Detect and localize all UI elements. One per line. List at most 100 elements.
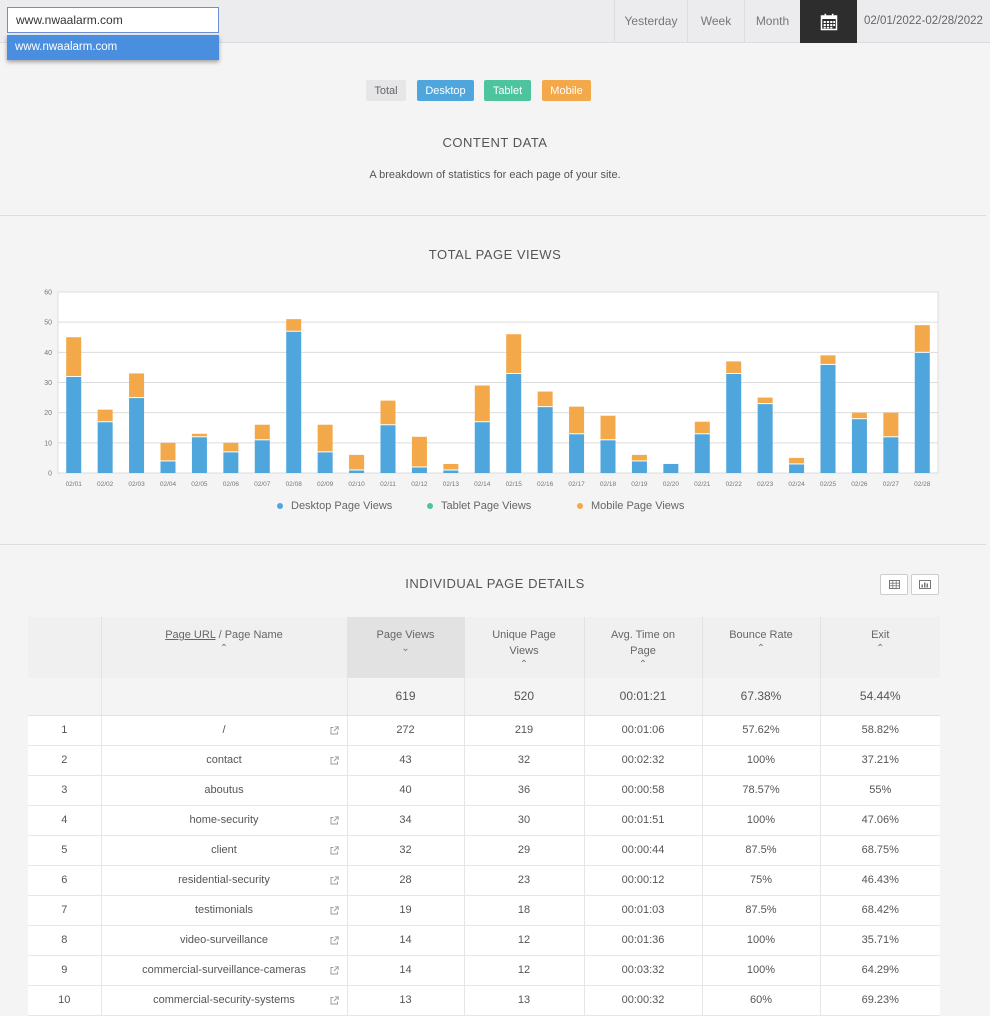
bar-segment[interactable] bbox=[474, 421, 490, 473]
table-view-button[interactable] bbox=[880, 574, 908, 595]
page-url-cell[interactable]: video-surveillance bbox=[101, 925, 348, 956]
legend-tablet[interactable]: Tablet Page Views bbox=[427, 500, 531, 512]
external-link-icon[interactable] bbox=[330, 755, 339, 765]
sort-up-icon[interactable]: ⌃ bbox=[876, 643, 885, 654]
external-link-icon[interactable] bbox=[330, 965, 339, 975]
page-url[interactable]: commercial-security-systems bbox=[153, 994, 295, 1006]
col-unique-header[interactable]: Unique Page Views ⌃ bbox=[464, 617, 585, 678]
bar-segment[interactable] bbox=[694, 433, 710, 473]
bar-segment[interactable] bbox=[254, 424, 270, 440]
page-url-cell[interactable]: home-security bbox=[101, 805, 348, 836]
bar-segment[interactable] bbox=[317, 451, 333, 473]
page-url[interactable]: home-security bbox=[189, 814, 259, 826]
bar-segment[interactable] bbox=[443, 463, 459, 470]
bar-segment[interactable] bbox=[286, 331, 302, 473]
bar-segment[interactable] bbox=[506, 334, 522, 374]
legend-desktop[interactable]: Desktop Page Views bbox=[277, 500, 392, 512]
external-link-icon[interactable] bbox=[330, 845, 339, 855]
page-url[interactable]: / bbox=[222, 724, 226, 736]
bar-segment[interactable] bbox=[914, 325, 930, 353]
bar-segment[interactable] bbox=[851, 418, 867, 473]
bar-segment[interactable] bbox=[726, 361, 742, 374]
bar-segment[interactable] bbox=[443, 469, 459, 473]
col-bounce-header[interactable]: Bounce Rate ⌃ bbox=[702, 617, 821, 678]
legend-mobile[interactable]: Mobile Page Views bbox=[577, 500, 684, 512]
site-select[interactable]: www.nwaalarm.com bbox=[7, 7, 219, 33]
bar-segment[interactable] bbox=[569, 433, 585, 473]
bar-segment[interactable] bbox=[820, 355, 836, 365]
bar-segment[interactable] bbox=[694, 421, 710, 434]
page-url[interactable]: testimonials bbox=[194, 904, 254, 916]
page-url-cell[interactable]: aboutus bbox=[101, 775, 348, 806]
calendar-button[interactable] bbox=[800, 0, 857, 43]
bar-segment[interactable] bbox=[569, 406, 585, 434]
bar-segment[interactable] bbox=[820, 364, 836, 473]
page-url-cell[interactable]: commercial-surveillance-cameras bbox=[101, 955, 348, 986]
bar-segment[interactable] bbox=[380, 424, 396, 473]
bar-segment[interactable] bbox=[191, 433, 207, 437]
col-views-header[interactable]: Page Views ⌄ bbox=[347, 617, 465, 678]
bar-segment[interactable] bbox=[160, 442, 176, 461]
bar-segment[interactable] bbox=[757, 403, 773, 473]
bar-segment[interactable] bbox=[851, 412, 867, 419]
bar-segment[interactable] bbox=[914, 352, 930, 473]
bar-segment[interactable] bbox=[631, 460, 647, 473]
sort-up-icon[interactable]: ⌃ bbox=[219, 643, 229, 654]
bar-segment[interactable] bbox=[66, 337, 82, 377]
date-range-label[interactable]: 02/01/2022-02/28/2022 bbox=[864, 15, 983, 27]
bar-segment[interactable] bbox=[97, 421, 113, 473]
bar-segment[interactable] bbox=[349, 469, 365, 473]
page-url-cell[interactable]: testimonials bbox=[101, 895, 348, 926]
bar-segment[interactable] bbox=[757, 397, 773, 404]
page-url[interactable]: video-surveillance bbox=[179, 934, 269, 946]
external-link-icon[interactable] bbox=[330, 935, 339, 945]
bar-segment[interactable] bbox=[317, 424, 333, 452]
sort-up-icon[interactable]: ⌃ bbox=[756, 643, 766, 654]
week-button[interactable]: Week bbox=[687, 0, 744, 42]
bar-segment[interactable] bbox=[286, 319, 302, 332]
tab-mobile[interactable]: Mobile bbox=[542, 80, 591, 101]
bar-segment[interactable] bbox=[66, 376, 82, 473]
bar-segment[interactable] bbox=[254, 439, 270, 473]
sort-up-icon[interactable]: ⌃ bbox=[519, 659, 529, 670]
page-url[interactable]: commercial-surveillance-cameras bbox=[142, 964, 306, 976]
col-url-header[interactable]: Page URL / Page Name ⌃ bbox=[101, 617, 348, 678]
col-exit-header[interactable]: Exit ⌃ bbox=[820, 617, 940, 678]
bar-segment[interactable] bbox=[223, 442, 239, 452]
page-url[interactable]: aboutus bbox=[204, 784, 244, 796]
yesterday-button[interactable]: Yesterday bbox=[614, 0, 687, 42]
tab-tablet[interactable]: Tablet bbox=[484, 80, 531, 101]
bar-segment[interactable] bbox=[883, 436, 899, 473]
page-url-cell[interactable]: residential-security bbox=[101, 865, 348, 896]
external-link-icon[interactable] bbox=[330, 875, 339, 885]
bar-segment[interactable] bbox=[600, 439, 616, 473]
bar-segment[interactable] bbox=[411, 436, 427, 467]
bar-segment[interactable] bbox=[789, 457, 805, 464]
bar-segment[interactable] bbox=[726, 373, 742, 473]
page-url-cell[interactable]: client bbox=[101, 835, 348, 866]
bar-segment[interactable] bbox=[349, 454, 365, 470]
tab-total[interactable]: Total bbox=[366, 80, 406, 101]
page-url[interactable]: contact bbox=[206, 754, 242, 766]
bar-segment[interactable] bbox=[380, 400, 396, 425]
month-button[interactable]: Month bbox=[744, 0, 800, 42]
bar-segment[interactable] bbox=[506, 373, 522, 473]
bar-segment[interactable] bbox=[537, 391, 553, 407]
bar-segment[interactable] bbox=[474, 385, 490, 422]
bar-segment[interactable] bbox=[883, 412, 899, 437]
sort-up-icon[interactable]: ⌃ bbox=[638, 659, 648, 670]
bar-segment[interactable] bbox=[223, 451, 239, 473]
page-url[interactable]: client bbox=[211, 844, 237, 856]
site-dropdown-option[interactable]: www.nwaalarm.com bbox=[7, 35, 219, 60]
bar-segment[interactable] bbox=[160, 460, 176, 473]
bar-segment[interactable] bbox=[663, 463, 679, 473]
bar-segment[interactable] bbox=[631, 454, 647, 461]
page-url-cell[interactable]: contact bbox=[101, 745, 348, 776]
bar-segment[interactable] bbox=[537, 406, 553, 473]
page-url-sort-link[interactable]: Page URL bbox=[165, 629, 216, 641]
page-url[interactable]: residential-security bbox=[178, 874, 270, 886]
external-link-icon[interactable] bbox=[330, 815, 339, 825]
page-url-cell[interactable]: / bbox=[101, 715, 348, 746]
bar-segment[interactable] bbox=[411, 466, 427, 473]
chart-view-button[interactable] bbox=[911, 574, 939, 595]
